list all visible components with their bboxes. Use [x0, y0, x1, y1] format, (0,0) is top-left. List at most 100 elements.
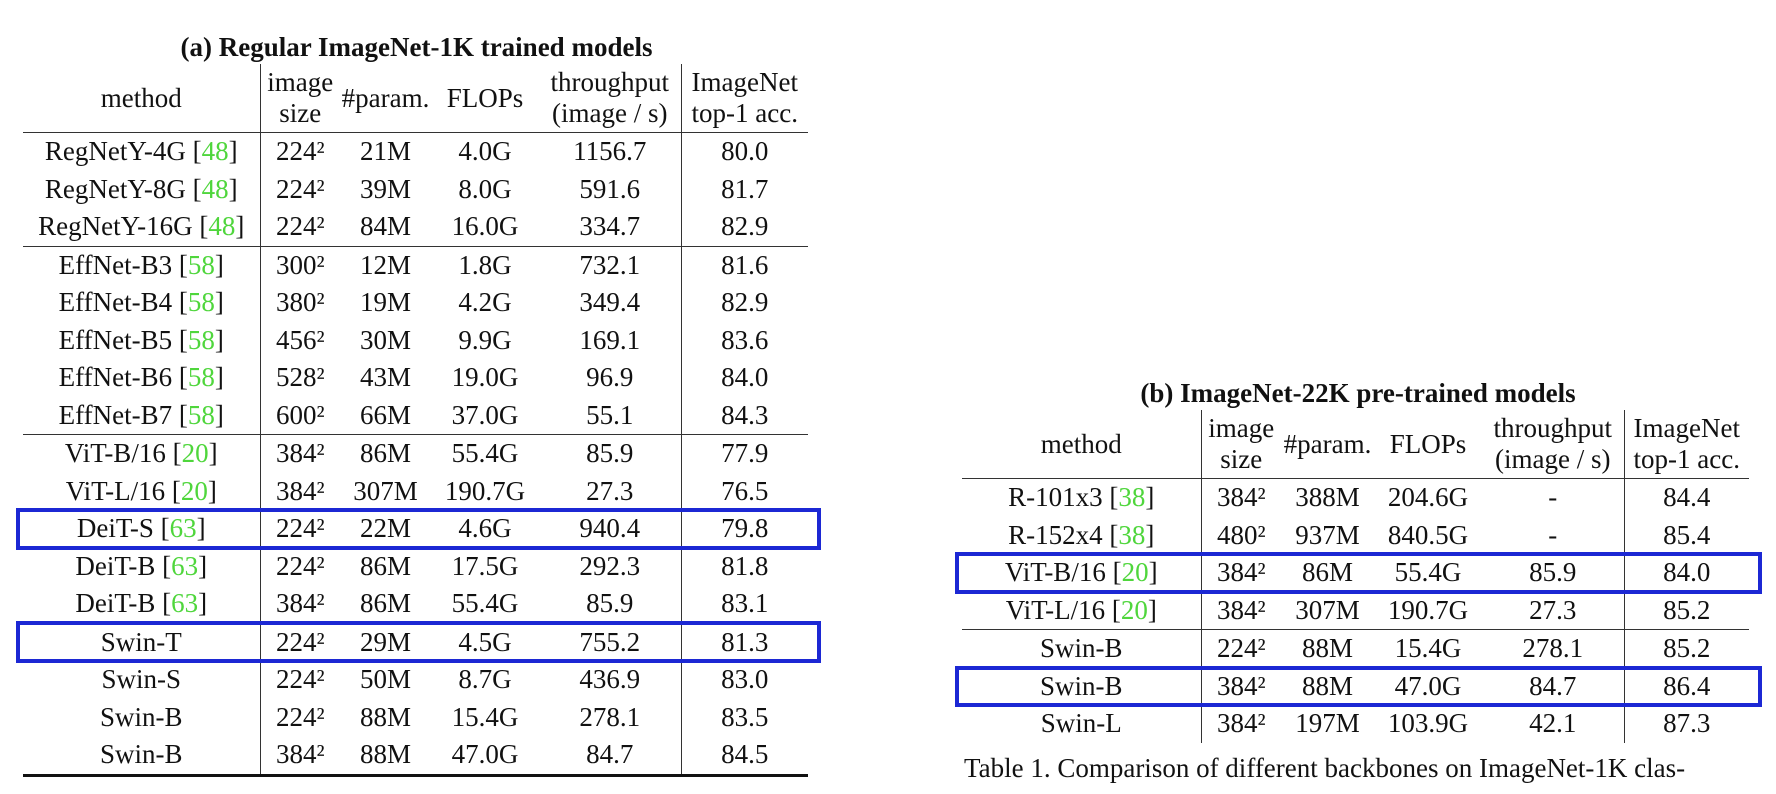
table-row: Swin-B 384² 88M 47.0G 84.7 86.4: [962, 667, 1749, 705]
header-text: FLOPs: [1389, 428, 1467, 459]
citation: 58: [187, 324, 215, 355]
table-row: Swin-B 224² 88M 15.4G 278.1 85.2: [962, 629, 1749, 668]
table-row: R-152x4 [38] 480² 937M 840.5G - 85.4: [962, 516, 1749, 554]
cell: 103.9G: [1387, 708, 1469, 739]
cell: 39M: [359, 173, 411, 204]
cell: 82.9: [721, 287, 769, 318]
citation: 38: [1118, 482, 1146, 513]
cell: 15.4G: [451, 701, 519, 732]
cell: 307M: [1295, 594, 1360, 625]
method-cell: DeiT-S [63]: [23, 510, 261, 548]
header-text: image: [1208, 413, 1275, 443]
header-cell: image size: [260, 64, 340, 133]
method-cell: Swin-L: [962, 705, 1202, 743]
cell: 384²: [1216, 482, 1266, 513]
table-title: (a) Regular ImageNet-1K trained models: [180, 32, 653, 62]
cell: 66M: [359, 399, 411, 430]
cell: 85.4: [1663, 519, 1711, 550]
cell: 96.9: [539, 359, 682, 397]
cell: 22M: [359, 513, 411, 544]
method-cell: R-101x3 [38]: [962, 478, 1202, 517]
cell: 937M: [1295, 519, 1360, 550]
cell: 50M: [359, 664, 411, 695]
row-group: RegNetY-4G [48] 224² 21M 4.0G 1156.7 80.0 RegN…: [23, 132, 808, 246]
method-cell: ViT-B/16 [20]: [23, 434, 261, 473]
row-group: Swin-B 224² 88M 15.4G 278.1 85.2 Swin-B 384² 88M…: [962, 629, 1749, 743]
table-row: ViT-L/16 [20] 384² 307M 190.7G 27.3 85.2: [962, 591, 1749, 630]
cell: 16.0G: [451, 211, 519, 242]
cell: 19M: [359, 287, 411, 318]
cell: 81.7: [721, 173, 769, 204]
method-cell: EffNet-B4 [58]: [23, 284, 261, 322]
header-text: ImageNet: [691, 67, 798, 97]
cell: -: [1482, 478, 1625, 517]
method-cell: Swin-S: [23, 661, 261, 699]
highlight-box: [16, 508, 821, 550]
cell: 384²: [1216, 594, 1266, 625]
cell: 224²: [1216, 633, 1266, 664]
cell: 591.6: [539, 170, 682, 208]
cell: 83.6: [721, 324, 769, 355]
cell: 85.2: [1663, 633, 1711, 664]
cell: 84.0: [1663, 557, 1711, 588]
cell: 480²: [1216, 519, 1266, 550]
citation: 20: [1121, 557, 1149, 588]
header-text: top-1 acc.: [691, 98, 798, 128]
table-row: ViT-B/16 [20] 384² 86M 55.4G 85.9 84.0: [962, 554, 1749, 592]
cell: 55.4G: [1394, 557, 1462, 588]
cell: 169.1: [539, 321, 682, 359]
cell: 388M: [1295, 482, 1360, 513]
cell: 278.1: [1482, 629, 1625, 668]
citation: 58: [187, 362, 215, 393]
table-row: ViT-B/16 [20] 384² 86M 55.4G 85.9 77.9: [23, 434, 808, 473]
cell: 37.0G: [451, 399, 519, 430]
cell: 278.1: [539, 698, 682, 736]
cell: 27.3: [1482, 591, 1625, 630]
cell: 86.4: [1663, 670, 1711, 701]
cell: 55.4G: [451, 588, 519, 619]
citation: 58: [187, 399, 215, 430]
cell: 80.0: [721, 136, 769, 167]
cell: 4.6G: [458, 513, 512, 544]
table: method image size #param. FLOPs throughput (im…: [962, 410, 1749, 743]
method-cell: EffNet-B7 [58]: [23, 396, 261, 435]
header-cell: method: [962, 410, 1202, 479]
cell: 384²: [275, 475, 325, 506]
cell: 84.4: [1663, 482, 1711, 513]
cell: 43M: [359, 362, 411, 393]
cell: 8.0G: [458, 173, 512, 204]
cell: 384²: [275, 438, 325, 469]
header-text: size: [1220, 444, 1263, 474]
cell: 436.9: [539, 661, 682, 699]
table-row: EffNet-B6 [58] 528² 43M 19.0G 96.9 84.0: [23, 359, 808, 397]
header-row: method image size #param. FLOPs throughput (im…: [962, 410, 1749, 479]
cell: 528²: [275, 362, 325, 393]
cell: 76.5: [721, 475, 769, 506]
cell: 42.1: [1482, 705, 1625, 743]
cell: 190.7G: [444, 475, 526, 506]
citation: 58: [187, 287, 215, 318]
cell: 82.9: [721, 211, 769, 242]
cell: 1156.7: [539, 132, 682, 171]
cell: 292.3: [539, 547, 682, 585]
cell: 940.4: [539, 510, 682, 548]
row-group: Swin-T 224² 29M 4.5G 755.2 81.3 Swin-S 224² 50M 8…: [23, 623, 808, 775]
cell: 15.4G: [1394, 633, 1462, 664]
method-cell: Swin-B: [23, 698, 261, 736]
cell: 300²: [275, 249, 325, 280]
cell: 197M: [1295, 708, 1360, 739]
method-cell: RegNetY-4G [48]: [23, 132, 261, 171]
header-text: method: [1040, 428, 1122, 459]
cell: 77.9: [721, 438, 769, 469]
method-cell: R-152x4 [38]: [962, 516, 1202, 554]
table-row: Swin-B 224² 88M 15.4G 278.1 83.5: [23, 698, 808, 736]
table-row: RegNetY-16G [48] 224² 84M 16.0G 334.7 82.9: [23, 208, 808, 246]
header-cell: FLOPs: [1374, 410, 1482, 479]
method-cell: EffNet-B5 [58]: [23, 321, 261, 359]
method-cell: RegNetY-16G [48]: [23, 208, 261, 246]
header-cell: method: [23, 64, 261, 133]
cell: 12M: [359, 249, 411, 280]
cell: 81.3: [721, 626, 769, 657]
table-row: Swin-B 384² 88M 47.0G 84.7 84.5: [23, 736, 808, 775]
cell: -: [1482, 516, 1625, 554]
